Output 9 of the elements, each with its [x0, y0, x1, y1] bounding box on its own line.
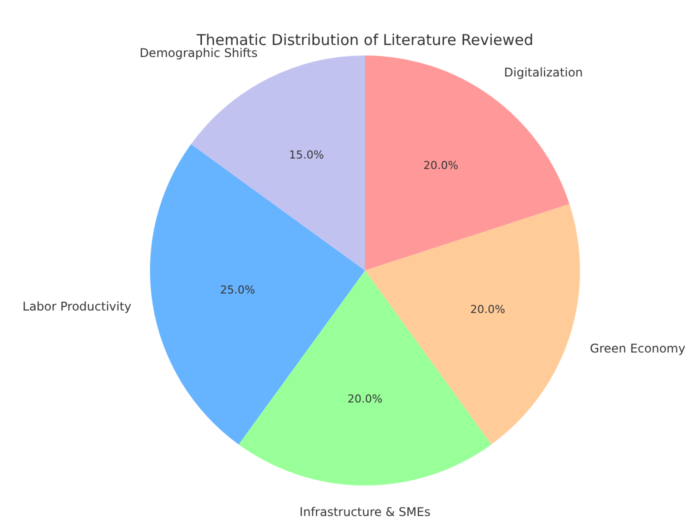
data-label: 25.0% — [220, 284, 256, 297]
data-label: 20.0% — [470, 303, 506, 316]
data-label: 20.0% — [348, 392, 382, 406]
slice-label: Labor Productivity — [22, 300, 132, 314]
data-label: 15.0% — [288, 148, 324, 162]
slice-label: Infrastructure & SMEs — [300, 505, 430, 520]
slice-label: Digitalization — [504, 65, 583, 80]
data-label: 20.0% — [423, 158, 458, 172]
slice-label: Green Economy — [590, 342, 685, 356]
